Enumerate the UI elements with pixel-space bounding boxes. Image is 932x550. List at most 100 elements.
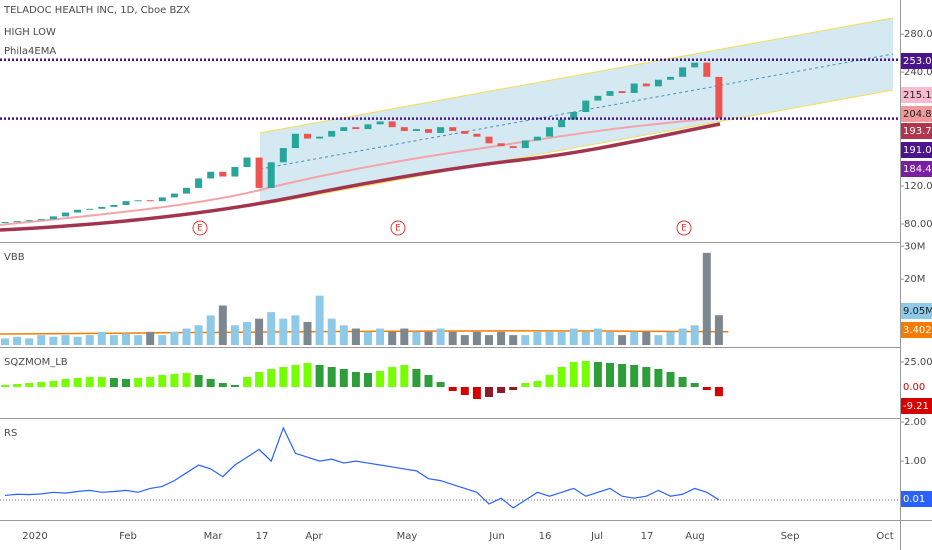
candle: [13, 221, 21, 223]
price-label-box: [901, 322, 932, 338]
volume-bar: [73, 336, 82, 345]
volume-bar: [182, 328, 191, 345]
candle: [1, 222, 9, 224]
momentum-bar: [581, 361, 590, 387]
x-tick-label: Aug: [685, 531, 705, 542]
channel-top: [259, 17, 894, 134]
momentum-bar: [472, 387, 481, 399]
candle: [558, 119, 566, 128]
volume-bar: [630, 331, 639, 345]
candle: [691, 62, 699, 68]
volume-bar: [557, 331, 566, 345]
volume-bar: [61, 335, 70, 345]
momentum-bar: [545, 375, 554, 387]
candle: [654, 79, 662, 87]
candle: [703, 62, 711, 77]
y-tick-label: 240.00: [904, 67, 932, 78]
volume-bar: [436, 328, 445, 345]
candle: [388, 121, 396, 128]
price-label: 204.89: [903, 109, 932, 120]
volume-bar: [690, 325, 699, 345]
price-label-box: [901, 491, 932, 507]
price-label-box: [901, 398, 932, 414]
earnings: E E E: [192, 220, 692, 236]
momentum-bar: [182, 373, 191, 387]
x-tick-label: Mar: [204, 531, 224, 542]
momentum-bar: [690, 383, 699, 387]
y-tick-label: 120.00: [904, 181, 932, 192]
earnings-marker[interactable]: [390, 220, 406, 236]
price-label: 193.74: [903, 126, 932, 137]
y-tick-label: 80.00: [904, 219, 932, 230]
candle: [158, 197, 166, 202]
momentum-bar: [109, 378, 118, 387]
volume-ma: [0, 330, 729, 335]
momentum-bar: [230, 385, 239, 387]
momentum-bar: [97, 377, 106, 387]
momentum-bar: [279, 367, 288, 387]
candle: [412, 129, 420, 131]
candle: [364, 124, 372, 130]
volume-bar: [315, 295, 324, 345]
momentum-bar: [267, 369, 276, 387]
candle: [400, 127, 408, 131]
volume-bar: [327, 318, 336, 345]
candle: [509, 146, 517, 149]
volume-bar: [146, 331, 155, 345]
volume-bar: [702, 252, 711, 345]
x-tick-label: Feb: [119, 531, 137, 542]
candle: [255, 157, 263, 188]
momentum-bar: [569, 362, 578, 387]
candle: [316, 136, 324, 139]
momentum-bar: [702, 387, 711, 390]
momentum-bar: [1, 385, 9, 387]
price-label-box: [901, 161, 932, 177]
y-tick-label: 1.00: [904, 456, 926, 467]
momentum-bar: [412, 369, 421, 387]
earnings-marker[interactable]: [192, 220, 208, 236]
volume-bar: [339, 325, 348, 345]
volume-bar: [122, 333, 130, 345]
candle: [74, 209, 82, 213]
price-label-box: [901, 106, 932, 122]
price-label: -9.21: [903, 401, 929, 412]
price-label: 0.00: [903, 382, 925, 393]
volume-bar: [97, 331, 106, 345]
momentum-bar: [122, 379, 130, 387]
candle: [485, 136, 493, 144]
momentum-bar: [315, 365, 324, 387]
volume-bar: [303, 321, 312, 345]
volume-bar: [424, 331, 433, 345]
candle: [642, 83, 650, 87]
candle: [328, 130, 336, 137]
momentum-bar: [714, 387, 723, 397]
y-tick-label: 280.00: [904, 29, 932, 40]
x-tick-label: Sep: [781, 531, 800, 542]
x-tick-label: 17: [641, 531, 654, 542]
earnings-marker[interactable]: [676, 220, 692, 236]
volume-bar: [109, 335, 118, 345]
candle: [449, 127, 457, 131]
price-label-box: [901, 379, 932, 395]
price-label-box: [901, 53, 932, 69]
momentum-bar: [678, 377, 687, 387]
candle: [582, 100, 590, 112]
candle: [86, 208, 94, 210]
candle: [715, 76, 723, 118]
volume-bar: [364, 331, 372, 345]
candle: [546, 127, 553, 137]
candle: [267, 162, 275, 188]
momentum-bar: [218, 383, 227, 387]
volume-bar: [593, 328, 602, 345]
candle: [183, 187, 190, 194]
y-tick-label: 30M: [904, 241, 925, 252]
volume-bar: [291, 315, 300, 345]
candle: [25, 220, 33, 222]
channel-bottom: [259, 89, 894, 206]
volume-bar: [581, 331, 590, 345]
volume-bar: [509, 335, 518, 345]
momentum-bar: [255, 372, 264, 387]
candle: [170, 193, 178, 198]
